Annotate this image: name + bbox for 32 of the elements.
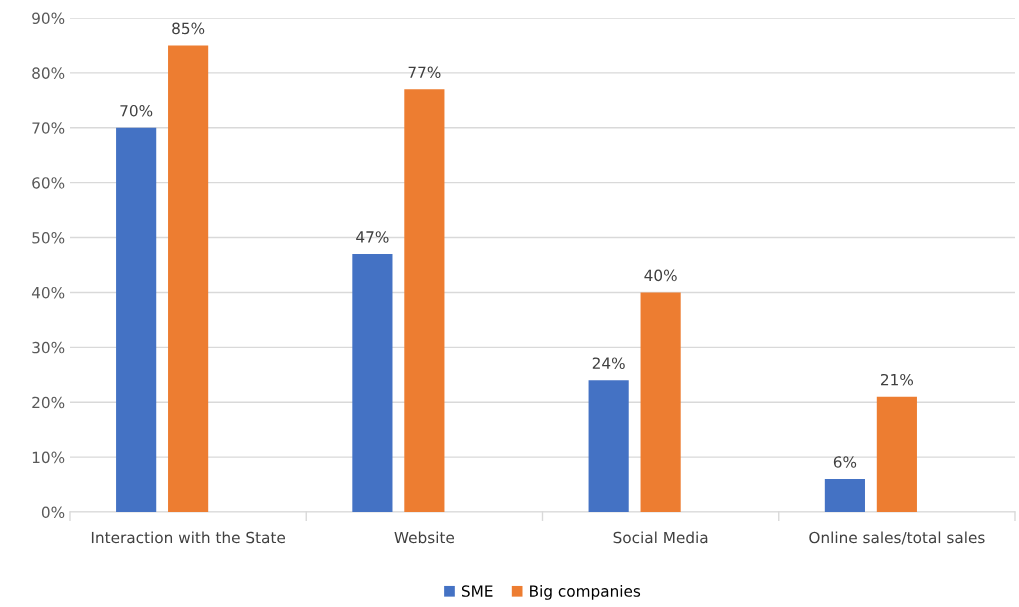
- y-tick-label: 0%: [41, 506, 65, 519]
- y-tick-label: 30%: [32, 341, 65, 354]
- bar: [116, 127, 157, 512]
- x-tick-label: Website: [394, 531, 455, 544]
- data-label: 47%: [356, 231, 389, 243]
- x-tick-label: Online sales/total sales: [809, 531, 985, 545]
- y-tick-label: 90%: [32, 12, 65, 25]
- data-label: 40%: [644, 269, 677, 282]
- data-label: 70%: [120, 104, 153, 117]
- data-label: 77%: [408, 66, 441, 79]
- y-tick-label: 80%: [32, 67, 65, 79]
- data-label: 24%: [592, 357, 625, 369]
- y-tick-label: 40%: [31, 286, 65, 299]
- legend-label: Big companies: [530, 585, 641, 600]
- y-tick-label: 10%: [32, 451, 65, 464]
- x-tick-label: Social Media: [613, 531, 708, 544]
- bar: [404, 89, 445, 512]
- data-label: 85%: [172, 22, 205, 35]
- bar: [168, 45, 209, 512]
- data-label: 21%: [881, 373, 914, 386]
- y-tick-label: 50%: [32, 232, 65, 244]
- bar: [352, 254, 393, 512]
- data-label: 6%: [833, 456, 857, 468]
- y-tick-label: 70%: [32, 122, 65, 134]
- y-tick-label: 60%: [32, 177, 65, 189]
- bar: [824, 479, 865, 512]
- legend-label: SME: [461, 585, 493, 597]
- bar: [588, 380, 629, 512]
- bar: [640, 292, 681, 512]
- bar: [876, 396, 917, 512]
- x-tick-label: Interaction with the State: [91, 531, 285, 544]
- y-tick-label: 20%: [32, 396, 65, 409]
